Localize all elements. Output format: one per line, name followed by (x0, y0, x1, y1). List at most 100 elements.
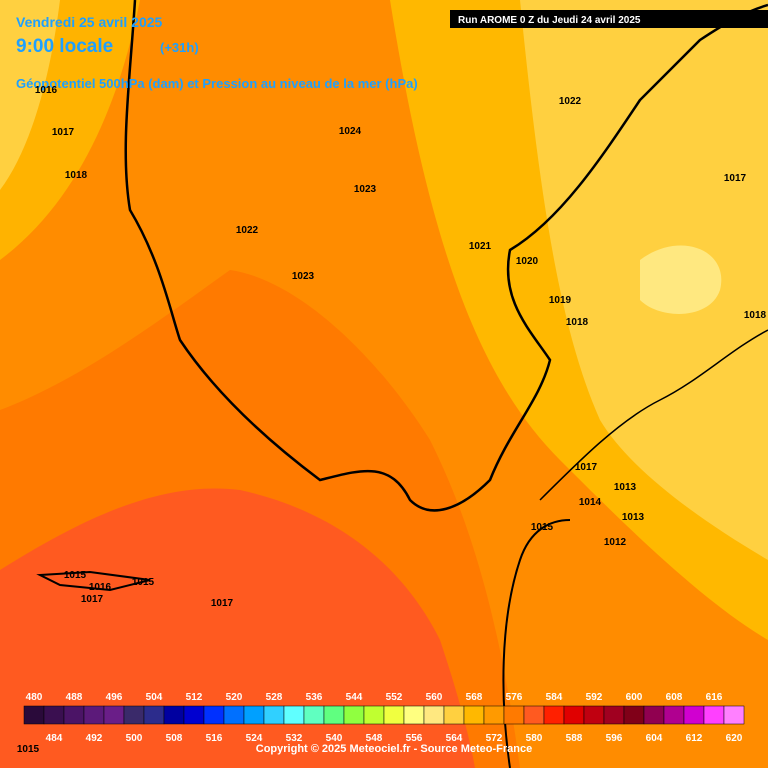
field-east-max (640, 245, 722, 314)
legend-swatch (83, 705, 105, 725)
legend-label: 588 (566, 733, 583, 744)
legend-swatch (663, 705, 685, 725)
legend-swatch (223, 705, 245, 725)
legend-swatch (343, 705, 365, 725)
date: Vendredi 25 avril 2025 (16, 14, 163, 30)
legend-swatch (443, 705, 465, 725)
legend-label: 480 (26, 692, 43, 703)
legend-label: 552 (386, 692, 403, 703)
legend-swatch (103, 705, 125, 725)
legend-label: 500 (126, 733, 143, 744)
legend-label: 508 (166, 733, 183, 744)
isobar-label: 1015 (132, 577, 155, 588)
legend-swatch (63, 705, 85, 725)
legend-label: 576 (506, 692, 523, 703)
legend-swatch (403, 705, 425, 725)
legend-swatch (703, 705, 725, 725)
isobar-label: 1019 (549, 295, 572, 306)
legend-swatch (303, 705, 325, 725)
subtitle: Géopotentiel 500hPa (dam) et Pression au… (16, 76, 418, 91)
legend-label: 560 (426, 692, 443, 703)
offset: (+31h) (160, 40, 199, 55)
legend-label: 536 (306, 692, 323, 703)
legend-swatch (323, 705, 345, 725)
alps-contour (539, 329, 768, 501)
isobar-label: 1017 (724, 173, 747, 184)
legend-label: 496 (106, 692, 123, 703)
legend-label: 608 (666, 692, 683, 703)
legend-label: 580 (526, 733, 543, 744)
legend-swatch (263, 705, 285, 725)
legend-swatch (463, 705, 485, 725)
isobar-label: 1023 (354, 184, 377, 195)
legend-swatch (423, 705, 445, 725)
isobar-label: 1017 (81, 594, 104, 605)
legend-swatch (23, 705, 45, 725)
legend-swatch (143, 705, 165, 725)
legend-label: 596 (606, 733, 623, 744)
isobar-label: 1016 (35, 85, 58, 96)
isobar-label: 1022 (559, 96, 582, 107)
island-outline (36, 570, 151, 592)
isobar-label: 1013 (614, 482, 637, 493)
legend-swatch (483, 705, 505, 725)
isobar-label: 1021 (469, 241, 492, 252)
legend-label: 524 (246, 733, 263, 744)
legend-label: 620 (726, 733, 743, 744)
isobar-label: 1018 (65, 170, 88, 181)
field-southwest (0, 488, 475, 768)
legend-swatch (683, 705, 705, 725)
legend-label: 584 (546, 692, 563, 703)
legend-swatch (523, 705, 545, 725)
isobar-label: 1018 (744, 310, 767, 321)
legend-label: 512 (186, 692, 203, 703)
legend-label: 592 (586, 692, 603, 703)
legend-label: 504 (146, 692, 163, 703)
legend-swatch (503, 705, 525, 725)
legend-swatch (363, 705, 385, 725)
legend-swatch (283, 705, 305, 725)
legend-label: 572 (486, 733, 503, 744)
legend-swatch (163, 705, 185, 725)
isobar-label: 1020 (516, 256, 539, 267)
isobar-label: 1017 (575, 462, 598, 473)
legend-swatch (563, 705, 585, 725)
run-box (450, 10, 768, 28)
legend-label: 544 (346, 692, 363, 703)
isobar-label: 1023 (292, 271, 315, 282)
isobar-label: 1012 (604, 537, 627, 548)
legend-label: 492 (86, 733, 103, 744)
legend-swatch (183, 705, 205, 725)
legend-label: 548 (366, 733, 383, 744)
isobar-label: 1015 (531, 522, 554, 533)
legend-swatch (43, 705, 65, 725)
isobar-label: 1016 (89, 582, 112, 593)
border-line (124, 0, 768, 512)
legend-label: 616 (706, 692, 723, 703)
legend-swatch (123, 705, 145, 725)
legend-label: 532 (286, 733, 303, 744)
isobar-label: 1014 (579, 497, 602, 508)
legend-label: 568 (466, 692, 483, 703)
isobar-label: 1013 (622, 512, 645, 523)
legend-label: 528 (266, 692, 283, 703)
legend-swatch (583, 705, 605, 725)
legend-label: 564 (446, 733, 463, 744)
isobar-label: 1015 (17, 744, 40, 755)
legend-swatch (543, 705, 565, 725)
legend-label: 484 (46, 733, 63, 744)
legend-swatch (643, 705, 665, 725)
field-west-light (0, 0, 60, 190)
isobar-label: 1015 (64, 570, 87, 581)
isobar-label: 1017 (211, 598, 234, 609)
legend-label: 612 (686, 733, 703, 744)
run-label: Run AROME 0 Z du Jeudi 24 avril 2025 (458, 15, 641, 26)
legend-swatch (603, 705, 625, 725)
legend-swatch (203, 705, 225, 725)
legend-label: 556 (406, 733, 423, 744)
isobar-label: 1018 (566, 317, 589, 328)
legend-swatch (243, 705, 265, 725)
isobar-label: 1024 (339, 126, 362, 137)
legend-label: 540 (326, 733, 343, 744)
legend-label: 488 (66, 692, 83, 703)
